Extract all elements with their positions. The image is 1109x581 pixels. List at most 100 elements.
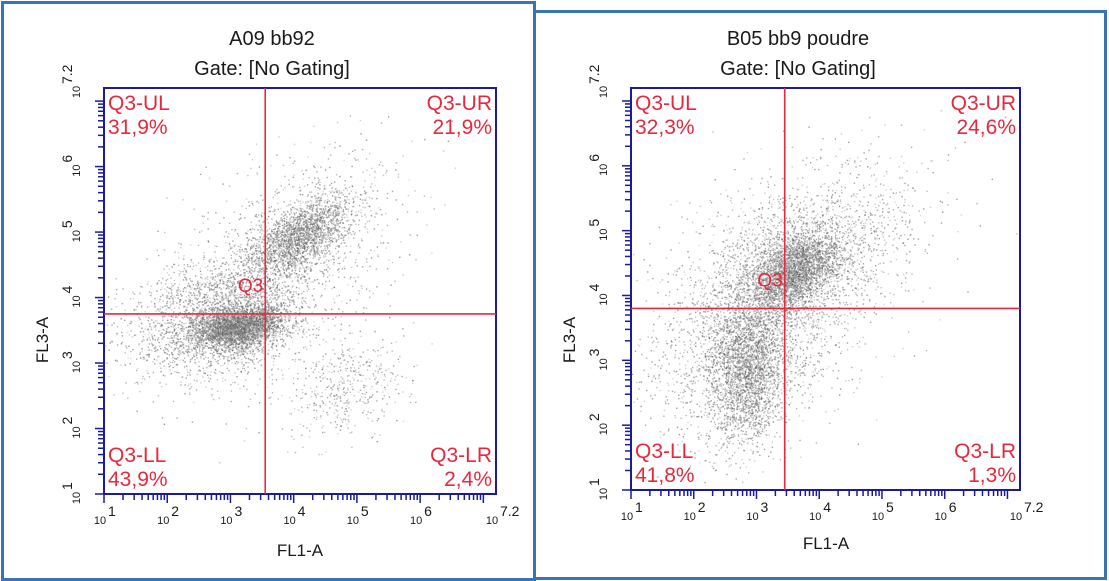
event-dot [217,360,218,361]
event-dot [307,232,308,233]
event-dot [279,256,280,257]
event-dot [302,242,303,243]
event-dot [306,251,307,252]
event-dot [262,261,263,262]
event-dot [294,256,295,257]
event-dot [192,303,193,304]
event-dot [327,233,328,234]
event-dot [269,299,270,300]
event-dot [345,203,346,204]
event-dot [289,259,290,260]
event-dot [288,318,289,319]
event-dot [324,187,325,188]
event-dot [307,211,308,212]
event-dot [271,337,272,338]
event-dot [324,213,325,214]
event-dot [301,220,302,221]
event-dot [366,203,367,204]
event-dot [278,240,279,241]
event-dot [229,343,230,344]
event-dot [260,250,261,251]
event-dot [310,234,311,235]
event-dot [353,202,354,203]
event-dot [317,211,318,212]
event-dot [327,216,328,217]
event-dot [294,223,295,224]
event-dot [313,258,314,259]
event-dot [275,333,276,334]
event-dot [258,239,259,240]
event-dot [243,326,244,327]
event-dot [344,204,345,205]
event-dot [258,241,259,242]
event-dot [262,321,263,322]
event-dot [331,183,332,184]
event-dot [311,203,312,204]
event-dot [348,238,349,239]
event-dot [338,245,339,246]
event-dot [306,249,307,250]
event-dot [286,232,287,233]
event-dot [220,331,221,332]
event-dot [294,248,295,249]
event-dot [270,272,271,273]
event-dot [273,334,274,335]
event-dot [201,340,202,341]
event-dot [322,211,323,212]
event-dot [281,267,282,268]
event-dot [270,239,271,240]
event-dot [300,246,301,247]
event-dot [247,306,248,307]
event-dot [282,261,283,262]
event-dot [234,336,235,337]
event-dot [339,231,340,232]
event-dot [239,340,240,341]
event-dot [307,218,308,219]
event-dot [335,226,336,227]
event-dot [302,212,303,213]
event-dot [232,348,233,349]
event-dot [223,358,224,359]
event-dot [282,238,283,239]
event-dot [225,344,226,345]
event-dot [245,264,246,265]
event-dot [203,343,204,344]
event-dot [251,232,252,233]
chart-title: A09 bb92 [229,28,315,50]
event-dot [337,213,338,214]
event-dot [269,241,270,242]
event-dot [253,350,254,351]
event-dot [296,217,297,218]
event-dot [342,217,343,218]
event-dot [364,214,365,215]
event-dot [338,239,339,240]
event-dot [244,336,245,337]
event-dot [349,199,350,200]
event-dot [258,250,259,251]
event-dot [288,228,289,229]
event-dot [278,222,279,223]
event-dot [303,244,304,245]
event-dot [241,343,242,344]
event-dot [307,184,308,185]
event-dot [366,228,367,229]
event-dot [199,346,200,347]
event-dot [279,333,280,334]
event-dot [287,326,288,327]
event-dot [273,337,274,338]
event-dot [237,333,238,334]
event-dot [306,258,307,259]
event-dot [290,234,291,235]
event-dot [221,346,222,347]
event-dot [202,355,203,356]
event-dot [256,216,257,217]
event-dot [251,318,252,319]
event-dot [284,232,285,233]
event-dot [282,262,283,263]
event-dot [243,260,244,261]
event-dot [309,262,310,263]
event-dot [338,268,339,269]
event-dot [344,227,345,228]
event-dot [208,311,209,312]
event-dot [306,207,307,208]
